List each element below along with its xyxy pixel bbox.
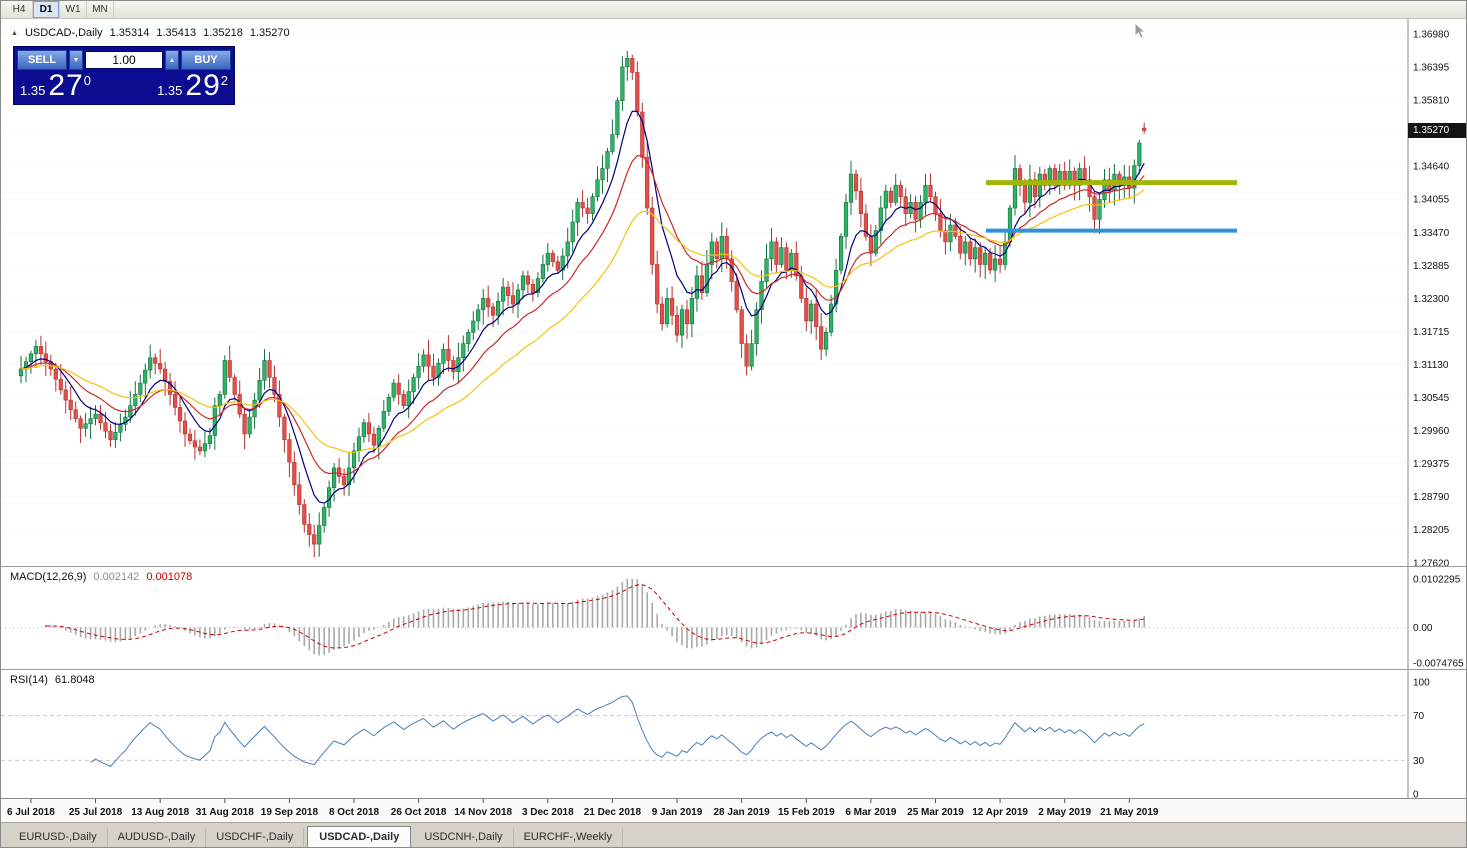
- svg-text:1.30545: 1.30545: [1413, 393, 1450, 404]
- svg-text:6 Jul 2018: 6 Jul 2018: [7, 807, 55, 818]
- volume-input[interactable]: [85, 51, 163, 69]
- svg-text:1.35810: 1.35810: [1413, 96, 1450, 107]
- svg-text:1.28205: 1.28205: [1413, 525, 1450, 536]
- time-axis-labels: 6 Jul 2018 25 Jul 2018 13 Aug 2018 31 Aug 2…: [7, 799, 1159, 818]
- chart-title: ▲ USDCAD-,Daily 1.35314 1.35413 1.35218 …: [11, 27, 290, 39]
- rsi-label: RSI(14): [10, 674, 48, 686]
- svg-text:-0.0074765: -0.0074765: [1413, 659, 1464, 670]
- price-axis[interactable]: [1408, 19, 1466, 566]
- svg-text:1.28790: 1.28790: [1413, 492, 1450, 503]
- timeframe-button-w1[interactable]: W1: [60, 1, 87, 18]
- svg-text:1.33470: 1.33470: [1413, 228, 1450, 239]
- macd-panel[interactable]: 0.0102295 0.00 -0.0074765 MACD(12,26,9) 0.0…: [1, 566, 1466, 670]
- chart-tabs-bar: EURUSD-,Daily AUDUSD-,Daily USDCHF-,Daily U…: [1, 822, 1466, 847]
- svg-text:21 Dec 2018: 21 Dec 2018: [584, 807, 642, 818]
- sell-button[interactable]: SELL: [17, 50, 67, 70]
- svg-text:0: 0: [1413, 790, 1419, 799]
- svg-text:26 Oct 2018: 26 Oct 2018: [391, 807, 447, 818]
- svg-text:2 May 2019: 2 May 2019: [1038, 807, 1091, 818]
- ohlc-low: 1.35218: [203, 27, 243, 39]
- chart-tab-1[interactable]: EURUSD-,Daily: [9, 828, 108, 847]
- svg-text:19 Sep 2018: 19 Sep 2018: [261, 807, 319, 818]
- sell-price-display: 1.35 27 0: [20, 69, 91, 102]
- chart-tab-4[interactable]: USDCAD-,Daily: [307, 826, 412, 847]
- svg-text:1.32300: 1.32300: [1413, 294, 1450, 305]
- svg-text:1.34055: 1.34055: [1413, 195, 1450, 206]
- buy-button[interactable]: BUY: [181, 50, 231, 70]
- svg-text:9 Jan 2019: 9 Jan 2019: [652, 807, 703, 818]
- timeframe-button-mn[interactable]: MN: [87, 1, 114, 18]
- one-click-trading-panel: SELL ▼ ▲ BUY 1.35 27 0 1.35 29 2: [13, 46, 235, 105]
- svg-text:0.0102295: 0.0102295: [1413, 575, 1461, 586]
- chart-tab-3[interactable]: USDCHF-,Daily: [206, 828, 305, 847]
- svg-text:1.34640: 1.34640: [1413, 162, 1450, 173]
- symbol-arrow-icon: ▲: [11, 29, 18, 37]
- svg-text:21 May 2019: 21 May 2019: [1100, 807, 1159, 818]
- macd-signal-value: 0.001078: [146, 571, 193, 583]
- svg-text:8 Oct 2018: 8 Oct 2018: [329, 807, 379, 818]
- svg-text:31 Aug 2018: 31 Aug 2018: [196, 807, 254, 818]
- timeframe-button-h4[interactable]: H4: [6, 1, 33, 18]
- time-axis[interactable]: 6 Jul 2018 25 Jul 2018 13 Aug 2018 31 Aug 2…: [1, 798, 1466, 822]
- svg-text:100: 100: [1413, 678, 1430, 689]
- macd-label: MACD(12,26,9): [10, 571, 87, 583]
- svg-text:1.36980: 1.36980: [1413, 30, 1450, 41]
- macd-chart: 0.0102295 0.00 -0.0074765: [1, 567, 1464, 670]
- buy-price-display: 1.35 29 2: [157, 69, 228, 102]
- candlestick-chart[interactable]: 1.36980 1.36395 1.35810 1.34640 1.34055 1.334…: [1, 19, 1467, 566]
- svg-text:6 Mar 2019: 6 Mar 2019: [845, 807, 897, 818]
- svg-text:25 Jul 2018: 25 Jul 2018: [69, 807, 123, 818]
- rsi-panel[interactable]: 100 70 30 0 RSI(14) 61.8048: [1, 669, 1466, 799]
- svg-text:13 Aug 2018: 13 Aug 2018: [131, 807, 189, 818]
- svg-text:3 Dec 2018: 3 Dec 2018: [522, 807, 574, 818]
- svg-text:0.00: 0.00: [1413, 623, 1433, 634]
- main-chart-panel[interactable]: 1.36980 1.36395 1.35810 1.34640 1.34055 1.334…: [1, 19, 1467, 566]
- volume-increase-button[interactable]: ▲: [165, 50, 179, 70]
- timeframe-toolbar: H4 D1 W1 MN: [1, 1, 1466, 19]
- ohlc-open: 1.35314: [109, 27, 150, 39]
- chart-symbol-label: USDCAD-,Daily: [24, 27, 103, 39]
- svg-text:70: 70: [1413, 711, 1425, 722]
- svg-text:1.31130: 1.31130: [1413, 360, 1449, 371]
- current-price-tag: 1.35270: [1408, 123, 1466, 138]
- svg-text:25 Mar 2019: 25 Mar 2019: [907, 807, 964, 818]
- chart-tab-2[interactable]: AUDUSD-,Daily: [108, 828, 207, 847]
- ohlc-high: 1.35413: [156, 27, 197, 39]
- svg-text:14 Nov 2018: 14 Nov 2018: [454, 807, 512, 818]
- svg-text:1.27620: 1.27620: [1413, 558, 1450, 566]
- svg-text:15 Feb 2019: 15 Feb 2019: [778, 807, 835, 818]
- svg-text:30: 30: [1413, 756, 1425, 767]
- rsi-value: 61.8048: [54, 674, 95, 686]
- mouse-cursor-icon: [1134, 23, 1147, 40]
- svg-text:1.32885: 1.32885: [1413, 261, 1450, 272]
- svg-text:1.29960: 1.29960: [1413, 426, 1450, 437]
- ohlc-close: 1.35270: [249, 27, 290, 39]
- svg-text:1.36395: 1.36395: [1413, 63, 1450, 74]
- volume-decrease-button[interactable]: ▼: [69, 50, 83, 70]
- rsi-chart: 100 70 30 0: [1, 670, 1430, 799]
- svg-text:28 Jan 2019: 28 Jan 2019: [714, 807, 771, 818]
- svg-text:1.29375: 1.29375: [1413, 459, 1450, 470]
- svg-text:12 Apr 2019: 12 Apr 2019: [972, 807, 1028, 818]
- svg-text:1.31715: 1.31715: [1413, 327, 1450, 338]
- timeframe-button-d1[interactable]: D1: [33, 1, 60, 18]
- rsi-title: RSI(14) 61.8048: [10, 674, 95, 686]
- macd-main-value: 0.002142: [93, 571, 140, 583]
- chart-tab-5[interactable]: USDCNH-,Daily: [414, 828, 514, 847]
- chart-tab-6[interactable]: EURCHF-,Weekly: [514, 828, 623, 847]
- macd-title: MACD(12,26,9) 0.002142 0.001078: [10, 571, 192, 583]
